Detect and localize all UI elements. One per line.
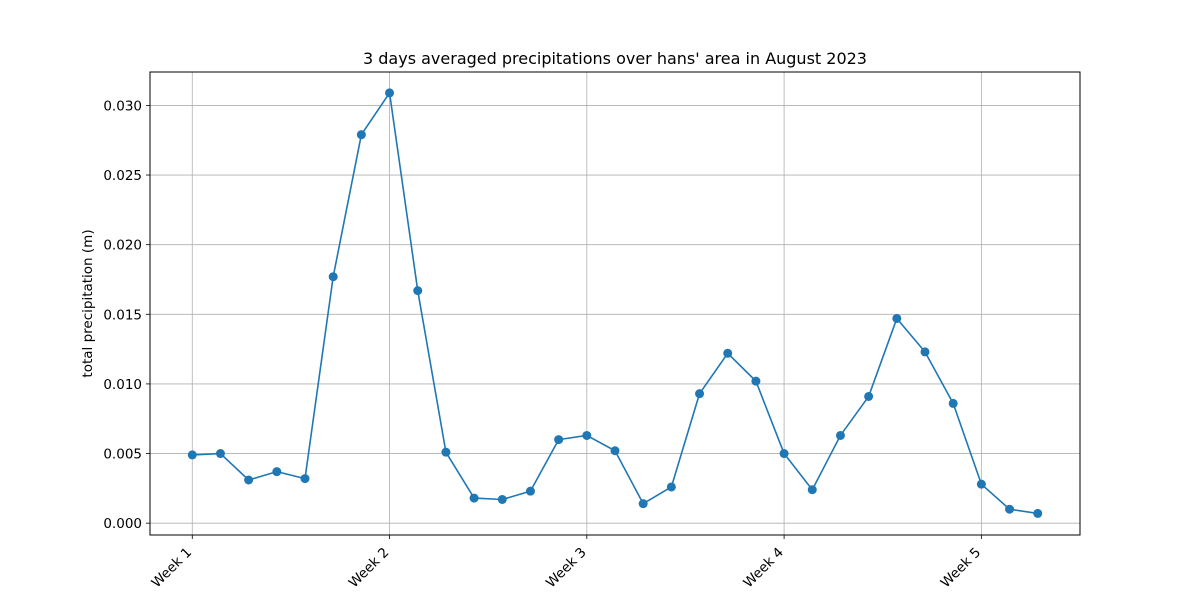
data-point — [723, 348, 733, 358]
y-tick-label: 0.000 — [103, 516, 142, 532]
y-tick-label: 0.015 — [103, 307, 142, 323]
data-point — [385, 88, 395, 98]
data-point — [835, 430, 845, 440]
data-point — [1033, 508, 1043, 518]
series-layer — [187, 88, 1043, 518]
data-point — [215, 449, 225, 459]
data-point — [892, 313, 902, 323]
grid — [150, 72, 1080, 535]
data-point — [807, 485, 817, 495]
data-point — [328, 272, 338, 282]
y-tick-label: 0.025 — [103, 168, 142, 184]
data-point — [356, 130, 366, 140]
data-point — [1005, 504, 1015, 514]
data-point — [751, 376, 761, 386]
data-point — [695, 389, 705, 399]
data-point — [244, 475, 254, 485]
data-point — [497, 494, 507, 504]
data-point — [582, 430, 592, 440]
data-point — [554, 435, 564, 445]
data-point — [469, 493, 479, 503]
data-point — [300, 474, 310, 484]
data-point — [920, 347, 930, 357]
plot-area-frame — [149, 71, 1081, 536]
data-point — [948, 398, 958, 408]
data-point — [187, 450, 197, 460]
data-point — [638, 499, 648, 509]
data-point — [272, 467, 282, 477]
data-point — [525, 486, 535, 496]
data-point — [666, 482, 676, 492]
y-tick-label: 0.010 — [103, 377, 142, 393]
y-axis: 0.000 0.005 0.010 0.015 0.020 0.025 0.030 — [103, 98, 150, 532]
y-tick-label: 0.030 — [103, 98, 142, 114]
y-axis-title: total precipitation (m) — [80, 229, 96, 377]
data-point — [413, 286, 423, 296]
data-point — [441, 447, 451, 457]
data-point — [779, 449, 789, 459]
chart-title: 3 days averaged precipitations over hans… — [363, 49, 867, 68]
y-tick-label: 0.020 — [103, 238, 142, 254]
y-tick-label: 0.005 — [103, 447, 142, 463]
data-point — [610, 446, 620, 456]
data-point — [864, 391, 874, 401]
data-point — [976, 479, 986, 489]
